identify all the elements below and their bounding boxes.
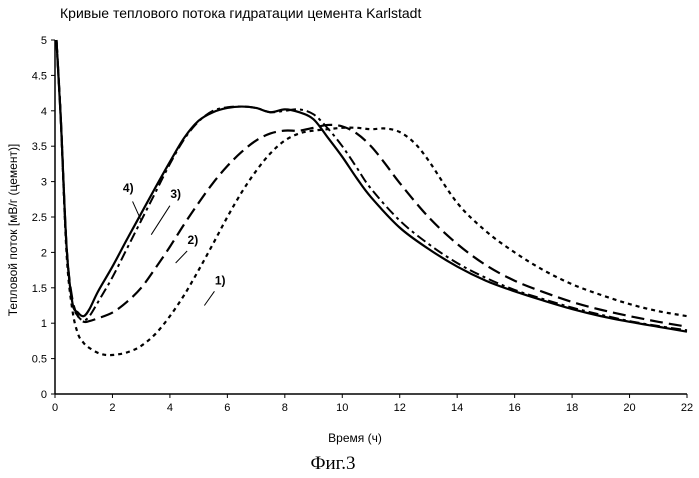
curve-label: 2): [188, 233, 199, 247]
y-tick-label: 3: [41, 177, 47, 189]
x-tick-label: 16: [509, 402, 521, 414]
series-line-1: [55, 39, 688, 357]
x-tick-label: 6: [224, 402, 230, 414]
series-line-2: [55, 39, 688, 328]
series-group: [55, 39, 688, 357]
curve-label-leader: [132, 201, 142, 221]
x-tick-label: 20: [623, 402, 635, 414]
series-line-3: [55, 39, 688, 332]
curve-label-leader: [203, 291, 215, 306]
curve-label: 4): [123, 181, 134, 195]
y-ticks: 0 0.5 1 1.5 2 2.5 3 3.5 4 4.5 5: [32, 35, 55, 401]
x-tick-label: 8: [282, 402, 288, 414]
y-tick-label: 0.5: [32, 354, 47, 366]
curve-label-leader: [175, 250, 188, 264]
x-tick-label: 4: [167, 402, 173, 414]
chart-title: Кривые теплового потока гидратации цемен…: [60, 5, 421, 21]
x-tick-label: 14: [451, 402, 463, 414]
x-tick-label: 18: [566, 402, 578, 414]
x-axis-label: Время (ч): [328, 431, 382, 445]
y-tick-label: 4.5: [32, 70, 47, 82]
x-tick-label: 2: [109, 402, 115, 414]
y-tick-label: 1.5: [32, 283, 47, 295]
figure-caption: Фиг.3: [310, 453, 355, 474]
y-tick-label: 4: [41, 106, 47, 118]
curve-label: 3): [170, 187, 181, 201]
y-tick-label: 2.5: [32, 212, 47, 224]
x-tick-label: 12: [394, 402, 406, 414]
y-tick-label: 2: [41, 247, 47, 259]
plot-area: [54, 40, 687, 395]
y-tick-label: 0: [41, 389, 47, 401]
series-line-4: [55, 39, 688, 333]
x-ticks: 0 2 4 6 8 10 12 14 16 18 20 22: [52, 394, 693, 414]
x-tick-label: 10: [336, 402, 348, 414]
y-tick-label: 3.5: [32, 141, 47, 153]
curve-label-leader: [150, 205, 171, 235]
x-tick-label: 0: [52, 402, 58, 414]
annotation-group: 4) 3) 2) 1): [123, 181, 226, 306]
y-tick-label: 5: [41, 35, 47, 47]
y-tick-label: 1: [41, 318, 47, 330]
x-tick-label: 22: [681, 402, 693, 414]
y-axis-label: Тепловой поток [мВ/г (цемент)]: [6, 144, 20, 317]
curve-label: 1): [215, 273, 226, 287]
